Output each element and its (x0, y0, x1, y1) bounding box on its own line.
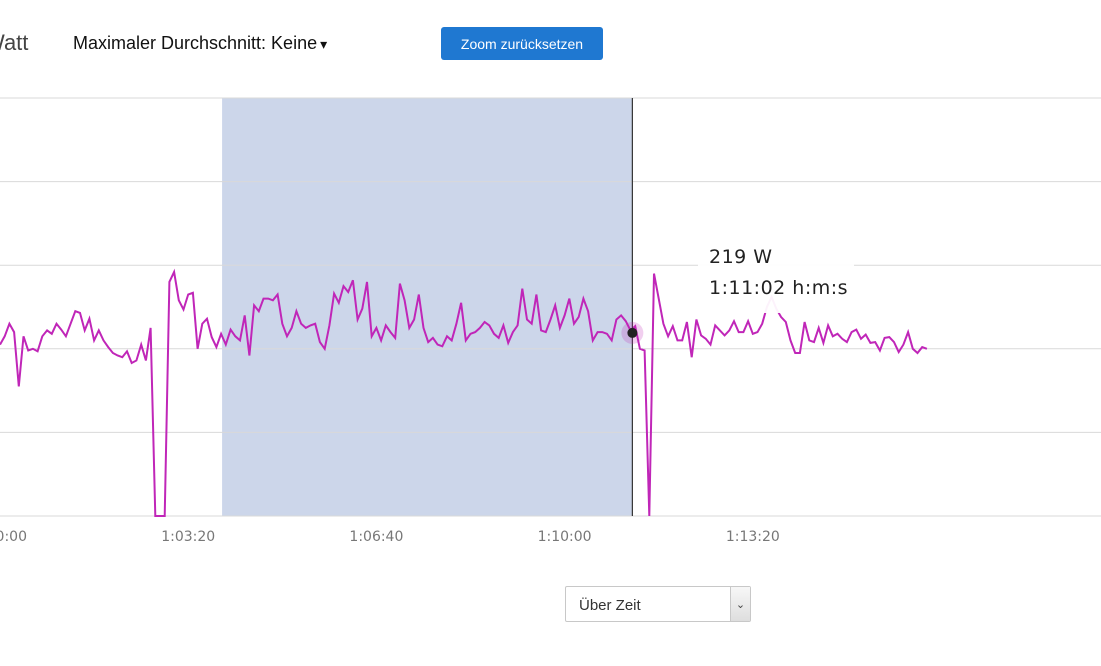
caret-down-icon: ▾ (320, 36, 328, 52)
zoom-reset-button[interactable]: Zoom zurücksetzen (441, 27, 603, 60)
x-tick-label: 1:00:00 (0, 529, 27, 545)
tooltip-time: 1:11:02 h:m:s (709, 277, 848, 299)
x-tick-label: 1:03:20 (161, 529, 215, 545)
tooltip-box (698, 231, 854, 313)
view-mode-value: Über Zeit (579, 597, 641, 614)
view-mode-select[interactable]: Über Zeit ⌄ (565, 586, 751, 622)
power-chart[interactable]: 1:00:00 1:03:20 1:06:40 1:10:00 1:13:20 219 … (0, 0, 1101, 580)
tooltip-value: 219 W (709, 246, 773, 268)
hover-point (627, 327, 638, 338)
x-tick-label: 1:10:00 (538, 529, 592, 545)
chevron-down-icon[interactable]: ⌄ (730, 587, 750, 621)
max-average-dropdown[interactable]: Maximaler Durchschnitt: Keine ▾ (73, 33, 327, 54)
max-average-label: Maximaler Durchschnitt: Keine (73, 33, 318, 53)
x-tick-label: 1:13:20 (726, 529, 780, 545)
unit-label: Watt (0, 30, 29, 55)
x-tick-label: 1:06:40 (349, 529, 403, 545)
zoom-selection-band (222, 98, 633, 516)
